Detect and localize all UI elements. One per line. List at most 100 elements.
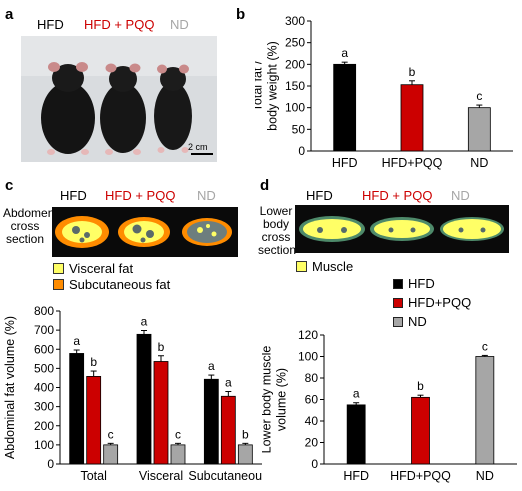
y-tick-label: 60 — [305, 393, 319, 407]
chart-d: 0 20 40 60 80 100 120 Lower body musclevolume (… — [262, 328, 517, 483]
y-tick-label: 0 — [311, 457, 318, 471]
hfd-swatch — [393, 278, 403, 289]
significance-label: c — [108, 427, 114, 441]
bar — [333, 63, 357, 152]
y-tick-label: 0 — [47, 457, 54, 471]
bar — [170, 444, 186, 465]
y-tick-label: 600 — [34, 342, 54, 356]
x-tick-label: HFD — [343, 469, 369, 483]
subcutaneous-fat-label: Subcutaneous fat — [69, 277, 171, 292]
visceral-fat-swatch — [53, 263, 64, 274]
bar — [203, 378, 219, 465]
y-tick-label: 500 — [34, 361, 54, 375]
significance-label: a — [73, 334, 80, 348]
y-tick-label: 100 — [298, 350, 318, 364]
bar — [237, 444, 253, 465]
lower-body-ct-hfd — [299, 216, 365, 242]
panel-letter-b: b — [236, 6, 246, 23]
significance-label: b — [417, 379, 424, 393]
group-legend-nd-label: ND — [408, 314, 427, 329]
visceral-fat-label: Visceral fat — [69, 261, 134, 276]
y-tick-label: 0 — [298, 144, 305, 158]
lower-body-ct-images — [295, 205, 509, 253]
group-legend: HFD HFD+PQQ ND — [393, 276, 471, 329]
mouse-hfd-pqq-image — [100, 63, 146, 155]
hfd-pqq-swatch — [393, 297, 403, 308]
chart-c: 0 100 200 300 400 500 600 700 800 Abdominal fat v… — [3, 304, 262, 483]
ct-label-hfd: HFD — [60, 188, 87, 203]
ct-d-label-nd: ND — [451, 188, 470, 203]
significance-label: b — [409, 65, 416, 79]
ct-label-hfd-pqq: HFD + PQQ — [105, 188, 176, 203]
significance-label: a — [208, 359, 215, 373]
abdomen-ct-images — [52, 207, 238, 257]
bar — [86, 376, 102, 465]
photo-label-hfd: HFD — [37, 17, 64, 32]
y-tick-label: 800 — [34, 304, 54, 318]
y-tick-label: 100 — [34, 438, 54, 452]
bar — [467, 107, 491, 152]
x-tick-label: Visceral — [139, 469, 183, 483]
y-tick-label: 300 — [34, 400, 54, 414]
group-legend-hfd: HFD — [393, 276, 471, 291]
y-tick-label: 150 — [285, 79, 305, 93]
muscle-label: Muscle — [312, 259, 354, 274]
panel-letter-a: a — [5, 6, 14, 23]
significance-label: b — [158, 340, 165, 354]
abdomen-ct-nd — [182, 218, 232, 246]
abdomen-ct-hfd-pqq — [118, 217, 170, 247]
photo-label-nd: ND — [170, 17, 189, 32]
lower-body-row-label: Lower body cross section — [258, 204, 297, 257]
x-tick-label: Total — [80, 469, 106, 483]
ct-d-label-hfd-pqq: HFD + PQQ — [362, 188, 433, 203]
bar — [220, 395, 236, 465]
y-tick-label: 100 — [285, 101, 305, 115]
legend-visceral-fat: Visceral fat — [53, 261, 133, 276]
legend-muscle: Muscle — [296, 259, 353, 274]
y-tick-label: 200 — [34, 419, 54, 433]
y-tick-label: 200 — [285, 57, 305, 71]
significance-label: b — [90, 355, 97, 369]
abdomen-row-label: Abdomen cross section — [3, 206, 55, 246]
y-tick-label: 40 — [305, 414, 319, 428]
photo-label-hfd-pqq: HFD + PQQ — [84, 17, 155, 32]
significance-label: c — [482, 339, 488, 353]
legend-subcutaneous-fat: Subcutaneous fat — [53, 277, 170, 292]
mice-photo — [21, 36, 217, 162]
x-tick-label: HFD+PQQ — [390, 469, 451, 483]
panel-letter-d: d — [260, 177, 270, 194]
nd-swatch — [393, 316, 403, 327]
bar — [136, 333, 152, 465]
group-legend-hfd-label: HFD — [408, 276, 435, 291]
x-tick-label: HFD — [332, 156, 358, 170]
x-tick-label: ND — [470, 156, 488, 170]
ct-d-label-hfd: HFD — [306, 188, 333, 203]
subcutaneous-fat-swatch — [53, 279, 64, 290]
abdomen-ct-hfd — [55, 216, 109, 248]
bar — [475, 356, 495, 465]
y-axis-label: Abdominal fat volume (%) — [3, 316, 17, 459]
y-tick-label: 80 — [305, 371, 319, 385]
muscle-swatch — [296, 261, 307, 272]
x-tick-label: ND — [476, 469, 494, 483]
bar — [346, 404, 366, 465]
y-tick-label: 50 — [292, 122, 306, 136]
x-tick-label: HFD+PQQ — [382, 156, 443, 170]
significance-label: c — [175, 427, 181, 441]
lower-body-ct-nd — [440, 217, 504, 241]
bar — [411, 396, 430, 465]
significance-label: a — [141, 315, 148, 329]
bar — [69, 353, 85, 465]
chart-b: 0 50 100 150 200 250 300 Total fat /body weight… — [255, 14, 513, 170]
bar — [153, 361, 169, 465]
bar — [400, 84, 424, 152]
significance-label: b — [242, 427, 249, 441]
group-legend-hfd-pqq-label: HFD+PQQ — [408, 295, 472, 310]
mouse-hfd-image — [41, 62, 95, 155]
group-legend-nd: ND — [393, 314, 471, 329]
x-tick-label: Subcutaneous — [188, 469, 262, 483]
group-legend-hfd-pqq: HFD+PQQ — [393, 295, 471, 310]
significance-label: a — [225, 376, 232, 390]
bar — [103, 444, 119, 465]
ct-label-nd: ND — [197, 188, 216, 203]
